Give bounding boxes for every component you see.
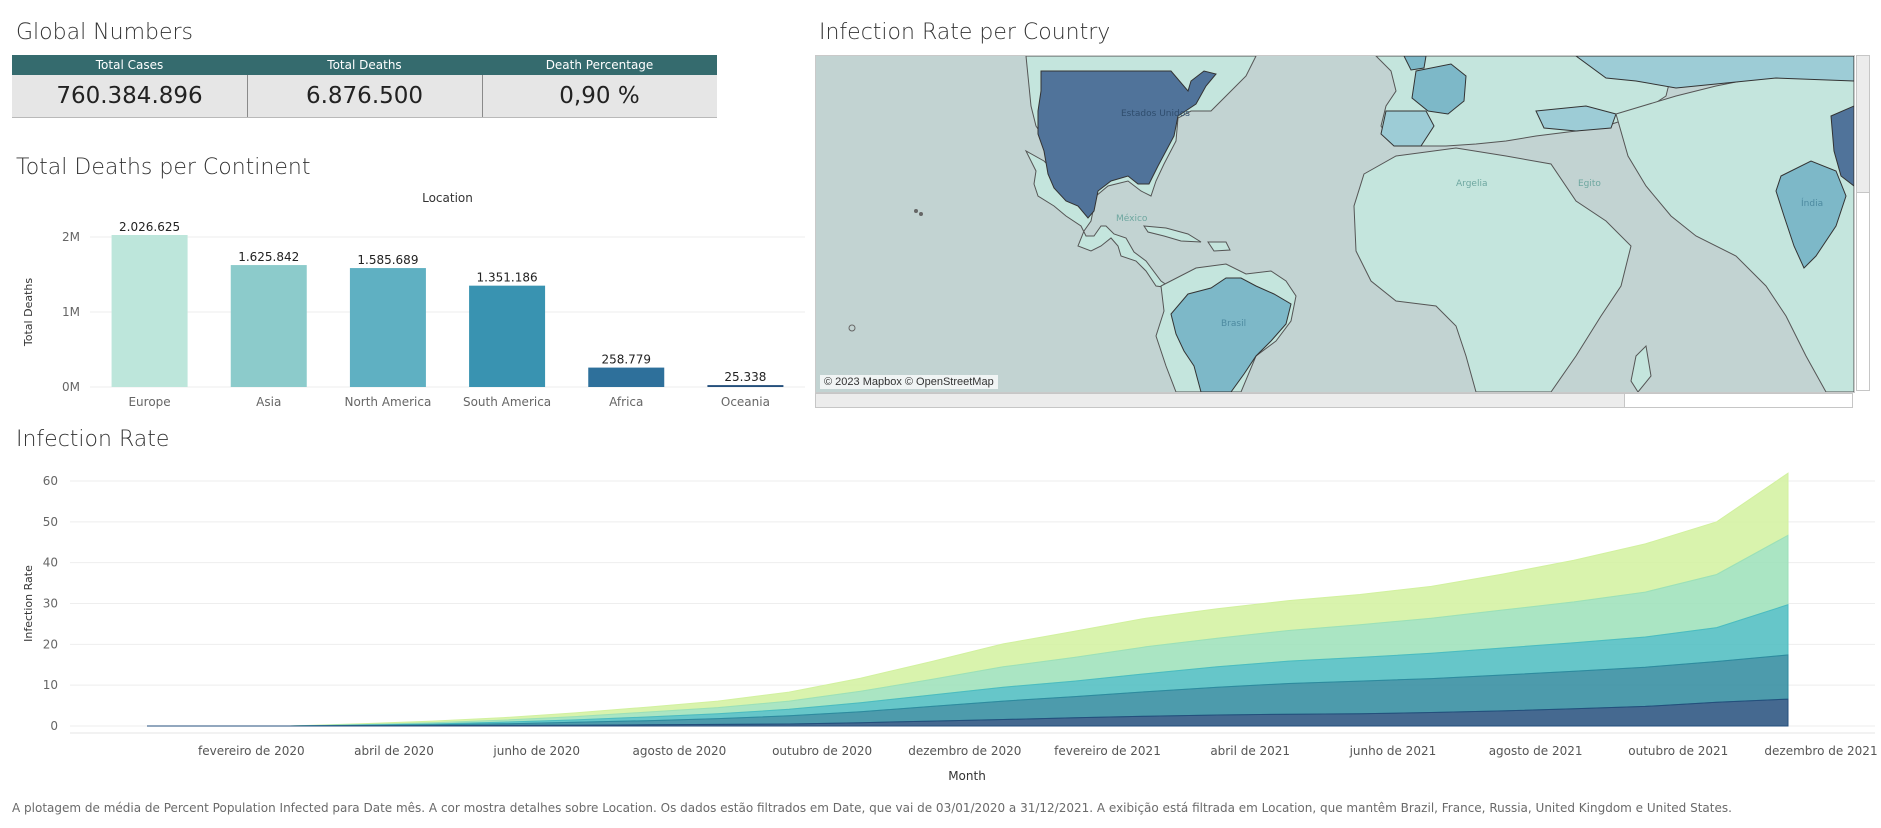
bar-chart-y-tick-label: 0M <box>62 380 80 394</box>
map-country-brazil[interactable] <box>1170 277 1292 392</box>
map-country-china[interactable] <box>1830 105 1854 187</box>
kpi-death-percentage-value[interactable]: 0,90 % <box>559 83 640 109</box>
map-country-turkey[interactable] <box>1535 105 1617 132</box>
area-chart-x-tick-label: fevereiro de 2021 <box>1054 744 1161 758</box>
area-chart-y-tick-label: 20 <box>43 637 58 651</box>
bar-chart-x-tick-label: Oceania <box>721 395 770 409</box>
kpi-total-cases-value[interactable]: 760.384.896 <box>56 83 203 109</box>
bar-chart-y-axis-title: Total Deaths <box>22 278 35 347</box>
map-label: Egito <box>1578 179 1601 189</box>
bar <box>111 235 188 387</box>
area-chart-y-tick-label: 60 <box>43 474 58 488</box>
map-vertical-scrollbar[interactable] <box>1856 55 1870 391</box>
bar-chart-x-tick-label: Asia <box>256 395 281 409</box>
bar-data-label: 2.026.625 <box>119 220 180 234</box>
map-label: México <box>1116 213 1148 224</box>
bar-data-label: 258.779 <box>601 353 651 367</box>
area-series <box>147 698 1789 727</box>
map-label: Argelia <box>1456 179 1487 189</box>
bar-chart-header: Location <box>422 191 473 205</box>
global-numbers-title: Global Numbers <box>16 20 194 45</box>
area-chart-y-tick-label: 40 <box>43 556 58 570</box>
map-land-hispaniola[interactable] <box>1207 241 1231 252</box>
map-land-cuba[interactable] <box>1143 225 1202 243</box>
map-country-united-states[interactable] <box>1037 70 1217 219</box>
area-chart-x-tick-label: abril de 2021 <box>1210 744 1290 758</box>
area-chart-x-tick-label: outubro de 2020 <box>772 744 872 758</box>
map-land-hawaii <box>919 212 923 216</box>
area-chart-x-tick-label: agosto de 2020 <box>633 744 727 758</box>
bar-chart-x-tick-label: North America <box>344 395 431 409</box>
map-canvas[interactable]: Estados Unidos México Brasil Argelia Egi… <box>816 56 1854 392</box>
area-chart-x-tick-label: junho de 2021 <box>1349 744 1437 758</box>
global-numbers-table: Total Cases Total Deaths Death Percentag… <box>12 55 717 118</box>
map-label: Brasil <box>1221 319 1246 329</box>
area-chart-x-tick-label: abril de 2020 <box>354 744 434 758</box>
bar <box>588 367 665 387</box>
infection-map[interactable]: Estados Unidos México Brasil Argelia Egi… <box>815 55 1855 393</box>
bar <box>230 265 307 387</box>
area-chart-y-tick-label: 30 <box>43 597 58 611</box>
bar-data-label: 1.351.186 <box>477 271 538 285</box>
bar <box>349 268 426 387</box>
map-land-hawaii <box>914 209 918 213</box>
bar-data-label: 1.585.689 <box>357 253 418 267</box>
area-chart-x-tick-label: dezembro de 2021 <box>1764 744 1877 758</box>
map-horizontal-scroll-thumb[interactable] <box>816 394 1625 407</box>
kpi-header-total-cases: Total Cases <box>95 58 164 72</box>
map-land-madagascar[interactable] <box>1630 344 1652 392</box>
kpi-header-death-percentage: Death Percentage <box>545 58 654 72</box>
area-chart-x-tick-label: dezembro de 2020 <box>908 744 1021 758</box>
bar <box>707 385 784 387</box>
area-chart-x-tick-label: junho de 2020 <box>492 744 580 758</box>
kpi-header-total-deaths: Total Deaths <box>327 58 402 72</box>
map-land-africa[interactable] <box>1353 147 1632 392</box>
kpi-divider <box>482 75 483 117</box>
map-attribution[interactable]: © 2023 Mapbox © OpenStreetMap <box>820 375 998 389</box>
map-country-russia[interactable] <box>1575 56 1854 89</box>
map-title: Infection Rate per Country <box>819 20 1111 45</box>
map-country-india[interactable] <box>1775 160 1847 269</box>
bar-data-label: 25.338 <box>724 370 766 384</box>
map-horizontal-scrollbar[interactable] <box>815 393 1853 408</box>
area-chart-x-tick-label: outubro de 2021 <box>1628 744 1728 758</box>
map-vertical-scroll-thumb[interactable] <box>1857 56 1869 193</box>
bar-chart-x-tick-label: Africa <box>609 395 643 409</box>
bar-chart-x-tick-label: Europe <box>128 395 170 409</box>
map-label: Índia <box>1801 197 1823 209</box>
area-chart-y-axis-title: Infection Rate <box>22 565 35 642</box>
bar-data-label: 1.625.842 <box>238 250 299 264</box>
infection-chart-title: Infection Rate <box>16 427 170 452</box>
bar-chart-y-tick-label: 1M <box>62 305 80 319</box>
map-land-island <box>848 324 856 332</box>
kpi-header-row <box>12 55 717 75</box>
map-country-united-kingdom[interactable] <box>1403 56 1427 71</box>
kpi-value-row: 760.384.896 6.876.500 0,90 % <box>12 75 717 118</box>
infection-rate-chart: 0 10 20 30 40 50 60 Infection Rate fevereiro de … <box>22 472 1878 783</box>
map-label: Estados Unidos <box>1121 109 1190 119</box>
area-chart-y-tick-label: 0 <box>50 719 58 733</box>
map-country-france[interactable] <box>1411 63 1467 115</box>
area-chart-y-tick-label: 50 <box>43 515 58 529</box>
area-chart-y-tick-label: 10 <box>43 678 58 692</box>
area-chart-x-tick-label: agosto de 2021 <box>1489 744 1583 758</box>
map-country-spain[interactable] <box>1380 110 1435 147</box>
kpi-divider <box>247 75 248 117</box>
area-chart-x-axis-title: Month <box>948 769 986 783</box>
kpi-total-deaths-value[interactable]: 6.876.500 <box>305 83 424 109</box>
bar-chart-x-tick-label: South America <box>463 395 551 409</box>
deaths-chart-title: Total Deaths per Continent <box>16 155 311 180</box>
area-chart-x-tick-label: fevereiro de 2020 <box>198 744 305 758</box>
deaths-per-continent-chart: Location Total Deaths 0M 1M 2M 2.026.625 Europ… <box>22 191 805 409</box>
footer-caption: A plotagem de média de Percent Populatio… <box>12 801 1732 815</box>
bar <box>469 285 546 387</box>
bar-chart-y-tick-label: 2M <box>62 230 80 244</box>
